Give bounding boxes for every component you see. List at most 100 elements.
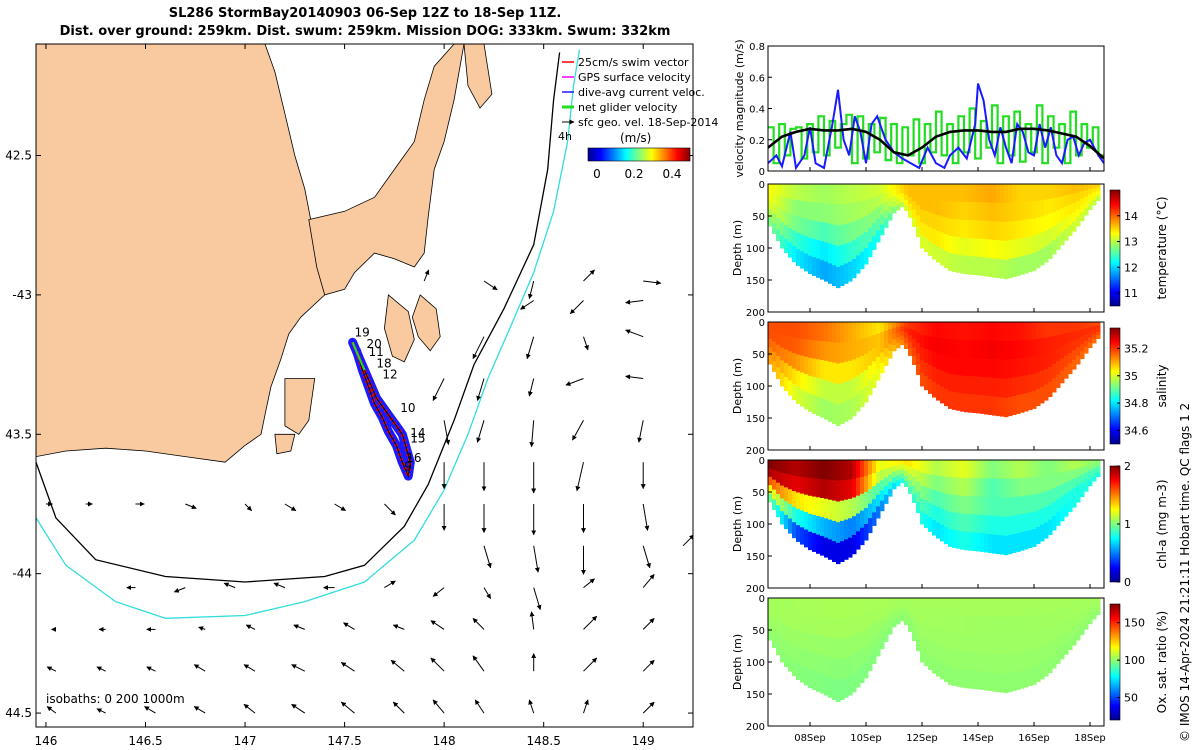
chlorophyll-section-cell — [936, 522, 941, 539]
salinity-section-cell — [808, 357, 813, 377]
salinity-section-cell — [956, 322, 961, 341]
chlorophyll-section-cell — [1088, 470, 1093, 476]
oxygen-saturation-section-cell — [1040, 630, 1045, 648]
oxygen-saturation-section-cell — [912, 632, 917, 641]
chlorophyll-section-cell — [796, 476, 801, 494]
surface-vector-65 — [472, 618, 485, 630]
oxygen-saturation-section-cell — [1004, 673, 1009, 694]
chlorophyll-section-cell — [780, 472, 785, 487]
salinity-section-cell — [876, 345, 881, 358]
land-polygon-4 — [284, 378, 316, 435]
salinity-section-cell — [928, 322, 933, 337]
salinity-section-cell — [832, 322, 837, 343]
temperature-section-cell — [900, 197, 905, 203]
surface-vector-68 — [642, 618, 655, 630]
oxygen-saturation-section-cell — [1064, 631, 1069, 644]
oxygen-saturation-section-cell — [832, 679, 837, 700]
oxygen-saturation-section-cell — [964, 669, 969, 689]
chlorophyll-section-cell — [1072, 488, 1077, 499]
surface-vector-83 — [96, 708, 106, 714]
temperature-section-cell — [1044, 199, 1049, 216]
salinity-section-cell — [984, 358, 989, 378]
oxygen-saturation-section-cell — [816, 672, 821, 692]
temperature-section-cell — [788, 242, 793, 258]
surface-vector-47 — [223, 582, 236, 589]
temperature-section-cell — [856, 184, 861, 203]
temperature-section-cell — [952, 184, 957, 202]
oxygen-saturation-section-cell — [768, 614, 773, 624]
chlorophyll-section-cell — [956, 495, 961, 514]
time-x-tick-label-5: 18Sep — [1074, 733, 1106, 744]
surface-vector-39 — [642, 503, 650, 531]
temperature-section-cell — [940, 200, 945, 217]
salinity-section-cell — [800, 372, 805, 390]
oxygen-saturation-section-cell — [972, 670, 977, 689]
chlorophyll-section-cell — [964, 478, 969, 497]
chlorophyll-section-cell — [980, 496, 985, 516]
chlorophyll-section-cell — [824, 498, 829, 519]
temperature-section-cell — [996, 184, 1001, 204]
oxygen-saturation-section-cell — [896, 618, 901, 625]
temperature-section-cell — [948, 201, 953, 220]
chlorophyll-section-cell — [1092, 472, 1097, 478]
land-polygon-2 — [411, 294, 441, 352]
chlorophyll-section-cell — [880, 490, 885, 501]
chlorophyll-section-cell — [1068, 460, 1073, 471]
chlorophyll-section-cell — [1084, 472, 1089, 480]
temperature-section-cell — [884, 218, 889, 228]
oxygen-saturation-section-cell — [1048, 657, 1053, 673]
salinity-section-cell — [1088, 332, 1093, 338]
chlorophyll-section-cell — [804, 529, 809, 548]
salinity-section-cell — [768, 347, 773, 357]
salinity-section-cell — [856, 357, 861, 376]
temperature-section-cell — [1048, 213, 1053, 230]
temperature-section-cell — [988, 239, 993, 259]
chlorophyll-section-cell — [808, 495, 813, 515]
oxygen-saturation-section-cell — [968, 652, 973, 671]
salinity-section-colorbar-tick-3: 35.2 — [1124, 342, 1149, 355]
oxygen-saturation-section-cell — [972, 652, 977, 671]
chlorophyll-section-cell — [1060, 484, 1065, 497]
temperature-section-cell — [808, 255, 813, 275]
temperature-section-cell — [972, 256, 977, 275]
salinity-section-cell — [1036, 322, 1041, 340]
chlorophyll-section-cell — [1020, 460, 1025, 479]
temperature-section-cell — [928, 184, 933, 199]
temperature-section-cell — [820, 184, 825, 204]
salinity-section-cell — [1016, 340, 1021, 360]
salinity-section-cell — [788, 322, 793, 338]
chlorophyll-section-cell — [992, 534, 997, 554]
chlorophyll-section-cell — [1076, 485, 1081, 495]
oxygen-saturation-section-cell — [1052, 598, 1057, 613]
chlorophyll-section-cell — [1044, 522, 1049, 539]
salinity-section-cell — [936, 322, 941, 339]
temperature-section-cell — [1088, 184, 1093, 190]
temperature-section-cell — [964, 219, 969, 239]
chlorophyll-section-cell — [1052, 460, 1057, 475]
chlorophyll-section-cell — [1064, 482, 1069, 495]
chlorophyll-section-cell — [860, 527, 865, 546]
chlorophyll-section-cell — [832, 541, 837, 562]
surface-vector-18 — [476, 420, 485, 443]
salinity-section-cell — [788, 351, 793, 367]
temperature-section-cell — [952, 201, 957, 220]
salinity-section-cell — [1020, 394, 1025, 413]
salinity-section-cell — [820, 322, 825, 342]
salinity-section-cell — [916, 343, 921, 354]
chlorophyll-section-cell — [940, 524, 945, 542]
surface-vector-1 — [483, 280, 498, 291]
salinity-section-cell — [780, 360, 785, 374]
salinity-section-cell — [828, 341, 833, 363]
chlorophyll-section-cell — [976, 496, 981, 516]
temperature-section-cell — [884, 184, 889, 194]
salinity-section-cell — [972, 340, 977, 359]
salinity-section-cell — [808, 339, 813, 359]
chlorophyll-section-cell — [876, 494, 881, 507]
chlorophyll-section-cell — [932, 475, 937, 491]
temperature-section-cell — [1084, 202, 1089, 210]
temperature-section-cell — [932, 214, 937, 230]
temperature-section-cell — [888, 191, 893, 199]
temperature-section-cell — [812, 202, 817, 222]
glider-track-layer — [348, 337, 415, 482]
